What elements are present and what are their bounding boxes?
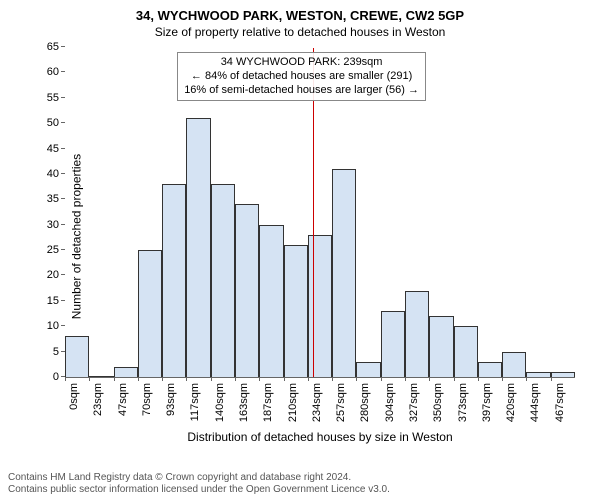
y-tick-mark [61,122,65,123]
y-tick-label: 15 [35,295,65,307]
x-tick-mark [332,377,333,381]
x-tick-label: 397sqm [481,377,493,422]
annotation-box: 34 WYCHWOOD PARK: 239sqm ← 84% of detach… [177,52,426,101]
histogram-bar [284,245,308,377]
x-tick-mark [162,377,163,381]
x-tick-mark [502,377,503,381]
histogram-bar [478,362,502,377]
y-tick-mark [61,46,65,47]
histogram-bar [235,204,259,377]
x-tick-label: 444sqm [529,377,541,422]
y-tick-label: 25 [35,244,65,256]
annotation-line3: 16% of semi-detached houses are larger (… [184,84,419,98]
x-tick-label: 0sqm [68,377,80,410]
x-tick-mark [284,377,285,381]
x-tick-mark [259,377,260,381]
y-tick-label: 5 [35,346,65,358]
x-tick-mark [138,377,139,381]
x-tick-mark [89,377,90,381]
x-tick-mark [211,377,212,381]
histogram-bar [308,235,332,377]
x-tick-label: 47sqm [117,377,129,416]
x-tick-label: 187sqm [262,377,274,422]
x-tick-mark [114,377,115,381]
y-tick-label: 40 [35,168,65,180]
x-tick-mark [356,377,357,381]
x-tick-label: 420sqm [505,377,517,422]
x-tick-label: 350sqm [432,377,444,422]
histogram-bar [186,118,210,377]
x-tick-mark [65,377,66,381]
x-tick-label: 210sqm [287,377,299,422]
y-tick-mark [61,224,65,225]
histogram-bar [502,352,526,377]
x-tick-label: 23sqm [92,377,104,416]
y-tick-label: 20 [35,269,65,281]
y-tick-label: 10 [35,320,65,332]
y-tick-mark [61,97,65,98]
x-tick-mark [454,377,455,381]
histogram-bar [356,362,380,377]
y-tick-label: 50 [35,117,65,129]
histogram-bar [454,326,478,377]
x-tick-mark [235,377,236,381]
x-tick-label: 327sqm [408,377,420,422]
histogram-bar [405,291,429,377]
y-tick-label: 0 [35,371,65,383]
footer-line1: Contains HM Land Registry data © Crown c… [8,472,390,484]
x-tick-label: 304sqm [384,377,396,422]
y-tick-label: 60 [35,66,65,78]
histogram-bar [162,184,186,377]
x-tick-label: 257sqm [335,377,347,422]
histogram-bar [332,169,356,377]
histogram-bar [114,367,138,377]
y-tick-mark [61,300,65,301]
histogram-bar [211,184,235,377]
x-tick-mark [308,377,309,381]
x-tick-label: 93sqm [165,377,177,416]
annotation-line1: 34 WYCHWOOD PARK: 239sqm [184,56,419,70]
x-tick-label: 140sqm [214,377,226,422]
y-axis-label: Number of detached properties [70,154,84,319]
y-tick-label: 65 [35,41,65,53]
y-tick-mark [61,198,65,199]
x-tick-label: 373sqm [457,377,469,422]
x-tick-label: 163sqm [238,377,250,422]
y-tick-label: 45 [35,143,65,155]
x-tick-mark [526,377,527,381]
histogram-bar [429,316,453,377]
x-tick-label: 117sqm [189,377,201,421]
x-tick-mark [551,377,552,381]
y-tick-mark [61,173,65,174]
histogram-bar [259,225,283,377]
x-axis-label: Distribution of detached houses by size … [65,430,575,444]
x-tick-label: 70sqm [141,377,153,416]
y-tick-mark [61,71,65,72]
y-tick-mark [61,148,65,149]
y-tick-mark [61,325,65,326]
annotation-line2: ← 84% of detached houses are smaller (29… [184,70,419,84]
y-tick-label: 35 [35,193,65,205]
histogram-bar [138,250,162,377]
footer-line2: Contains public sector information licen… [8,484,390,496]
x-tick-mark [186,377,187,381]
histogram-bar [381,311,405,377]
x-tick-mark [381,377,382,381]
x-tick-label: 234sqm [311,377,323,422]
y-tick-label: 55 [35,92,65,104]
y-tick-mark [61,249,65,250]
x-tick-mark [405,377,406,381]
footer: Contains HM Land Registry data © Crown c… [8,472,390,496]
x-tick-mark [478,377,479,381]
histogram-bar [65,336,89,377]
x-tick-mark [429,377,430,381]
y-tick-label: 30 [35,219,65,231]
x-tick-label: 280sqm [359,377,371,422]
y-tick-mark [61,274,65,275]
x-tick-label: 467sqm [554,377,566,422]
